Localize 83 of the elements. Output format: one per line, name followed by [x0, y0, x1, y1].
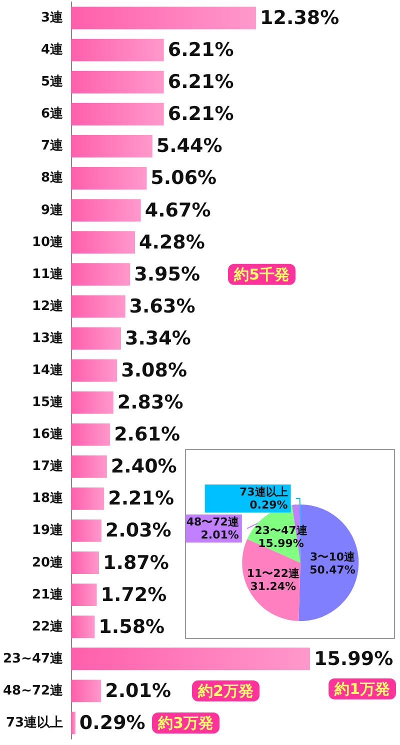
bar [71, 102, 164, 126]
data-label: 3.63% [129, 295, 196, 318]
annotation: 約5千発 [233, 265, 290, 284]
bar [71, 423, 110, 446]
y-tick-label: 3連 [41, 10, 64, 26]
annotation: 約3万発 [157, 714, 214, 732]
data-label: 4.67% [144, 199, 211, 222]
slice-label: 11〜22連 [246, 566, 300, 580]
bar [71, 199, 141, 222]
y-tick-label: 17連 [32, 459, 64, 474]
data-label: 0.29% [250, 498, 288, 512]
bar [71, 167, 147, 190]
data-label: 6.21% [168, 103, 234, 126]
y-tick-label: 48~72連 [2, 683, 64, 698]
data-label: 2.83% [117, 392, 184, 414]
data-label: 5.06% [150, 167, 217, 190]
data-label: 1.58% [98, 616, 165, 638]
data-label: 3.08% [121, 360, 188, 382]
data-label: 31.24% [250, 580, 296, 593]
bar [71, 38, 164, 62]
slice-label: 3〜10連 [310, 550, 356, 564]
y-tick-label: 73連以上 [6, 715, 64, 730]
bar [71, 487, 104, 510]
bar [71, 584, 97, 606]
y-tick-label: 7連 [41, 138, 64, 154]
slice-label: 23〜47連 [254, 524, 308, 538]
data-label: 3.95% [134, 263, 200, 286]
y-tick-label: 9連 [41, 202, 64, 218]
y-tick-label: 13連 [32, 330, 64, 346]
bar [71, 6, 256, 30]
y-tick-label: 11連 [32, 266, 64, 282]
bar [71, 295, 126, 318]
bar [71, 455, 107, 478]
data-label: 3.34% [124, 327, 191, 350]
data-label: 0.29% [79, 712, 146, 734]
text: 約1万発 [334, 680, 390, 698]
y-tick-label: 12連 [32, 298, 64, 314]
bar [71, 70, 164, 94]
data-label: 12.38% [260, 7, 340, 30]
bar [71, 648, 310, 670]
y-tick-label: 22連 [32, 619, 64, 634]
bar [71, 616, 95, 638]
data-label: 2.01% [200, 528, 239, 542]
data-label: 15.99% [314, 648, 394, 670]
y-tick-label: 21連 [32, 587, 64, 602]
data-label: 2.61% [114, 424, 180, 446]
bar [71, 263, 130, 286]
slice-label: 73連以上 [240, 486, 288, 499]
y-tick-label: 20連 [32, 555, 64, 570]
y-tick-label: 19連 [32, 523, 64, 538]
y-tick-label: 16連 [32, 427, 64, 442]
y-tick-label: 15連 [32, 395, 64, 410]
data-label: 1.87% [103, 552, 169, 574]
bar [71, 327, 121, 350]
bar [71, 520, 102, 542]
data-label: 15.99% [258, 537, 304, 550]
data-label: 2.01% [105, 680, 172, 702]
data-label: 6.21% [168, 71, 234, 94]
data-label: 2.03% [105, 520, 172, 542]
y-tick-label: 23~47連 [2, 651, 64, 666]
y-tick-label: 6連 [41, 106, 64, 122]
bar [71, 712, 76, 734]
data-label: 5.44% [156, 135, 222, 158]
bar [71, 680, 102, 702]
y-tick-label: 8連 [41, 170, 64, 186]
slice-label: 48〜72連 [186, 516, 240, 529]
data-label: 2.40% [110, 456, 177, 478]
data-label: 6.21% [168, 39, 234, 62]
data-label: 2.21% [108, 488, 174, 510]
data-label: 50.47% [310, 563, 356, 576]
y-tick-label: 18連 [32, 491, 64, 506]
annotation: 約2万発 [197, 682, 254, 700]
data-label: 4.28% [139, 231, 205, 254]
bar [71, 391, 114, 414]
bar [71, 134, 152, 158]
bar [71, 552, 100, 574]
bar [71, 359, 118, 382]
y-tick-label: 14連 [32, 363, 64, 378]
y-tick-label: 4連 [41, 42, 64, 58]
y-tick-label: 10連 [32, 234, 64, 250]
y-tick-label: 5連 [41, 74, 64, 90]
data-label: 1.72% [100, 584, 167, 606]
bar [71, 231, 136, 254]
